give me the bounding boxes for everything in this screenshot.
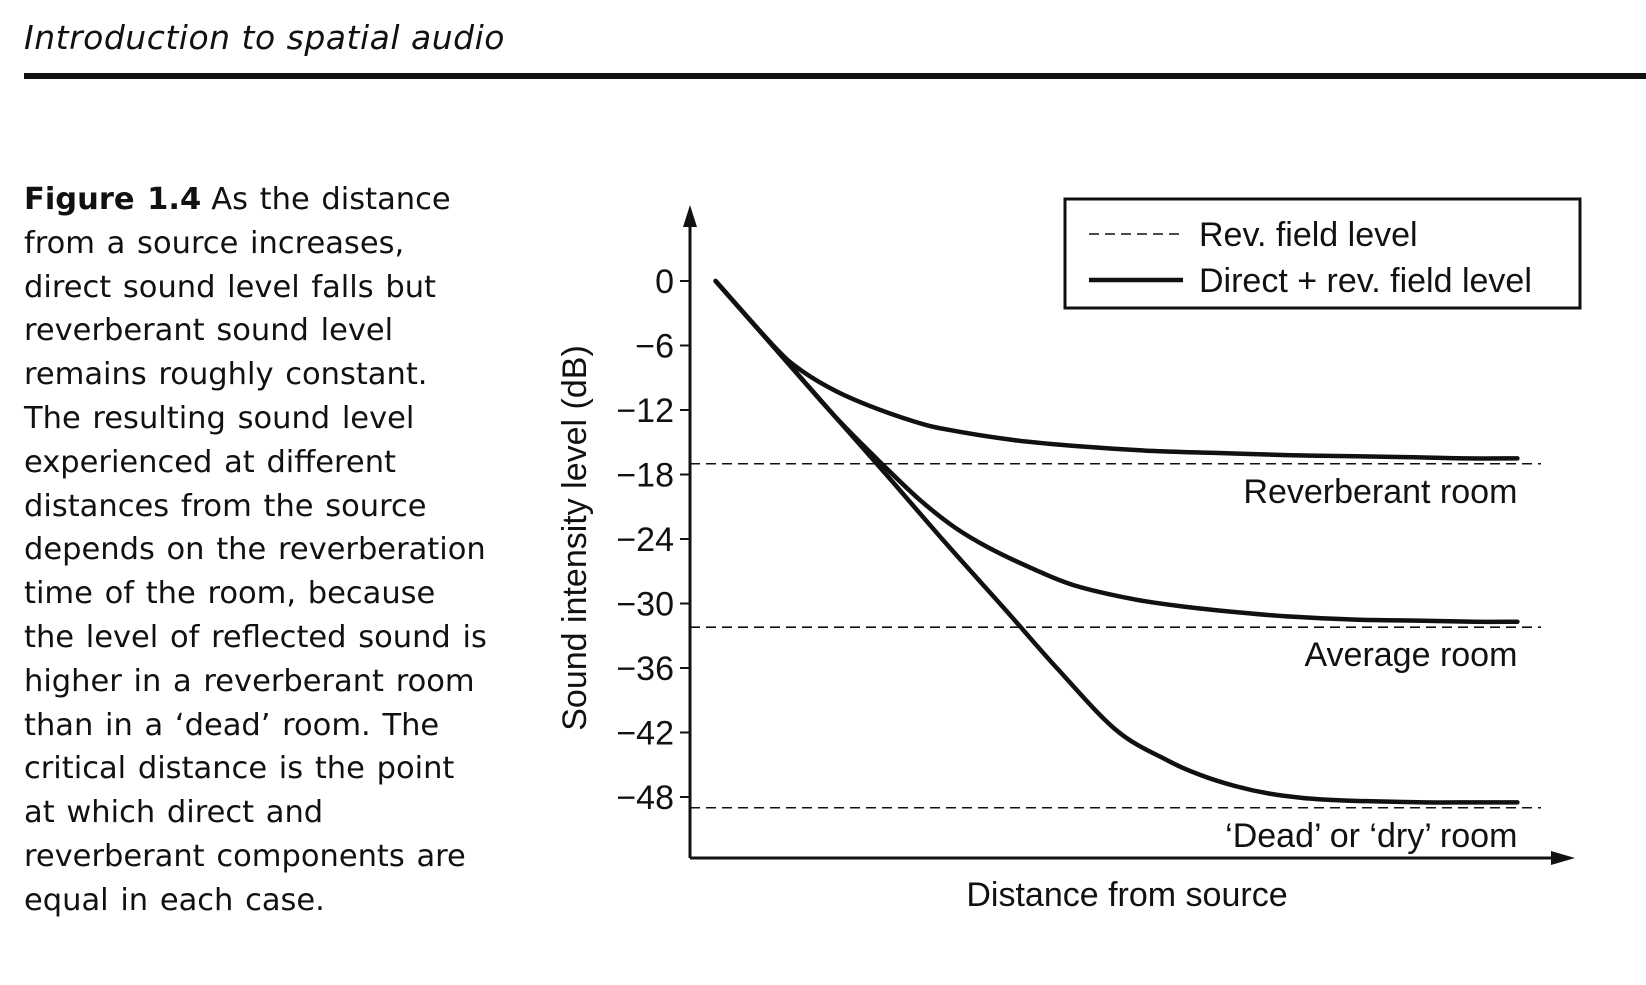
legend-label-rev-field: Rev. field level	[1199, 216, 1418, 254]
y-tick-label: −36	[616, 650, 674, 688]
legend: Rev. field level Direct + rev. field lev…	[1063, 197, 1582, 310]
x-axis-arrowhead	[1551, 851, 1575, 865]
series-curve-1	[713, 278, 1520, 625]
legend-box	[1063, 197, 1582, 310]
curves	[713, 278, 1520, 805]
room-label-2: ‘Dead’ or ‘dry’ room	[1225, 817, 1517, 855]
y-axis-label: Sound intensity level (dB)	[556, 345, 594, 731]
legend-label-direct-rev-field: Direct + rev. field level	[1199, 262, 1532, 300]
x-axis-label: Distance from source	[966, 876, 1287, 914]
series-curve-2	[713, 278, 1520, 805]
caption-text: As the distance from a source increases,…	[24, 182, 487, 918]
y-tick-label: −18	[616, 457, 674, 495]
y-tick-label: −6	[635, 328, 674, 366]
running-head: Introduction to spatial audio	[24, 18, 505, 57]
y-tick-label: −30	[616, 586, 674, 624]
room-labels: Reverberant room Average room ‘Dead’ or ‘d…	[1225, 473, 1517, 855]
y-tick-label: −24	[616, 521, 674, 559]
figure-caption: Figure 1.4 As the distance from a source …	[24, 178, 494, 923]
header-rule	[24, 73, 1646, 79]
y-tick-label: 0	[655, 263, 674, 301]
y-axis-arrowhead	[683, 205, 697, 227]
y-tick-label: −12	[616, 392, 674, 430]
y-tick-label: −42	[616, 715, 674, 753]
figure-label: Figure 1.4	[24, 182, 202, 217]
y-ticks: 0 −6 −12 −18 −24 −30 −36 −42 −48	[616, 263, 690, 817]
room-label-1: Average room	[1304, 636, 1517, 674]
y-tick-label: −48	[616, 779, 674, 817]
room-label-0: Reverberant room	[1243, 473, 1517, 511]
series-curve-0	[713, 278, 1520, 461]
reverberant-field-lines	[690, 462, 1541, 809]
